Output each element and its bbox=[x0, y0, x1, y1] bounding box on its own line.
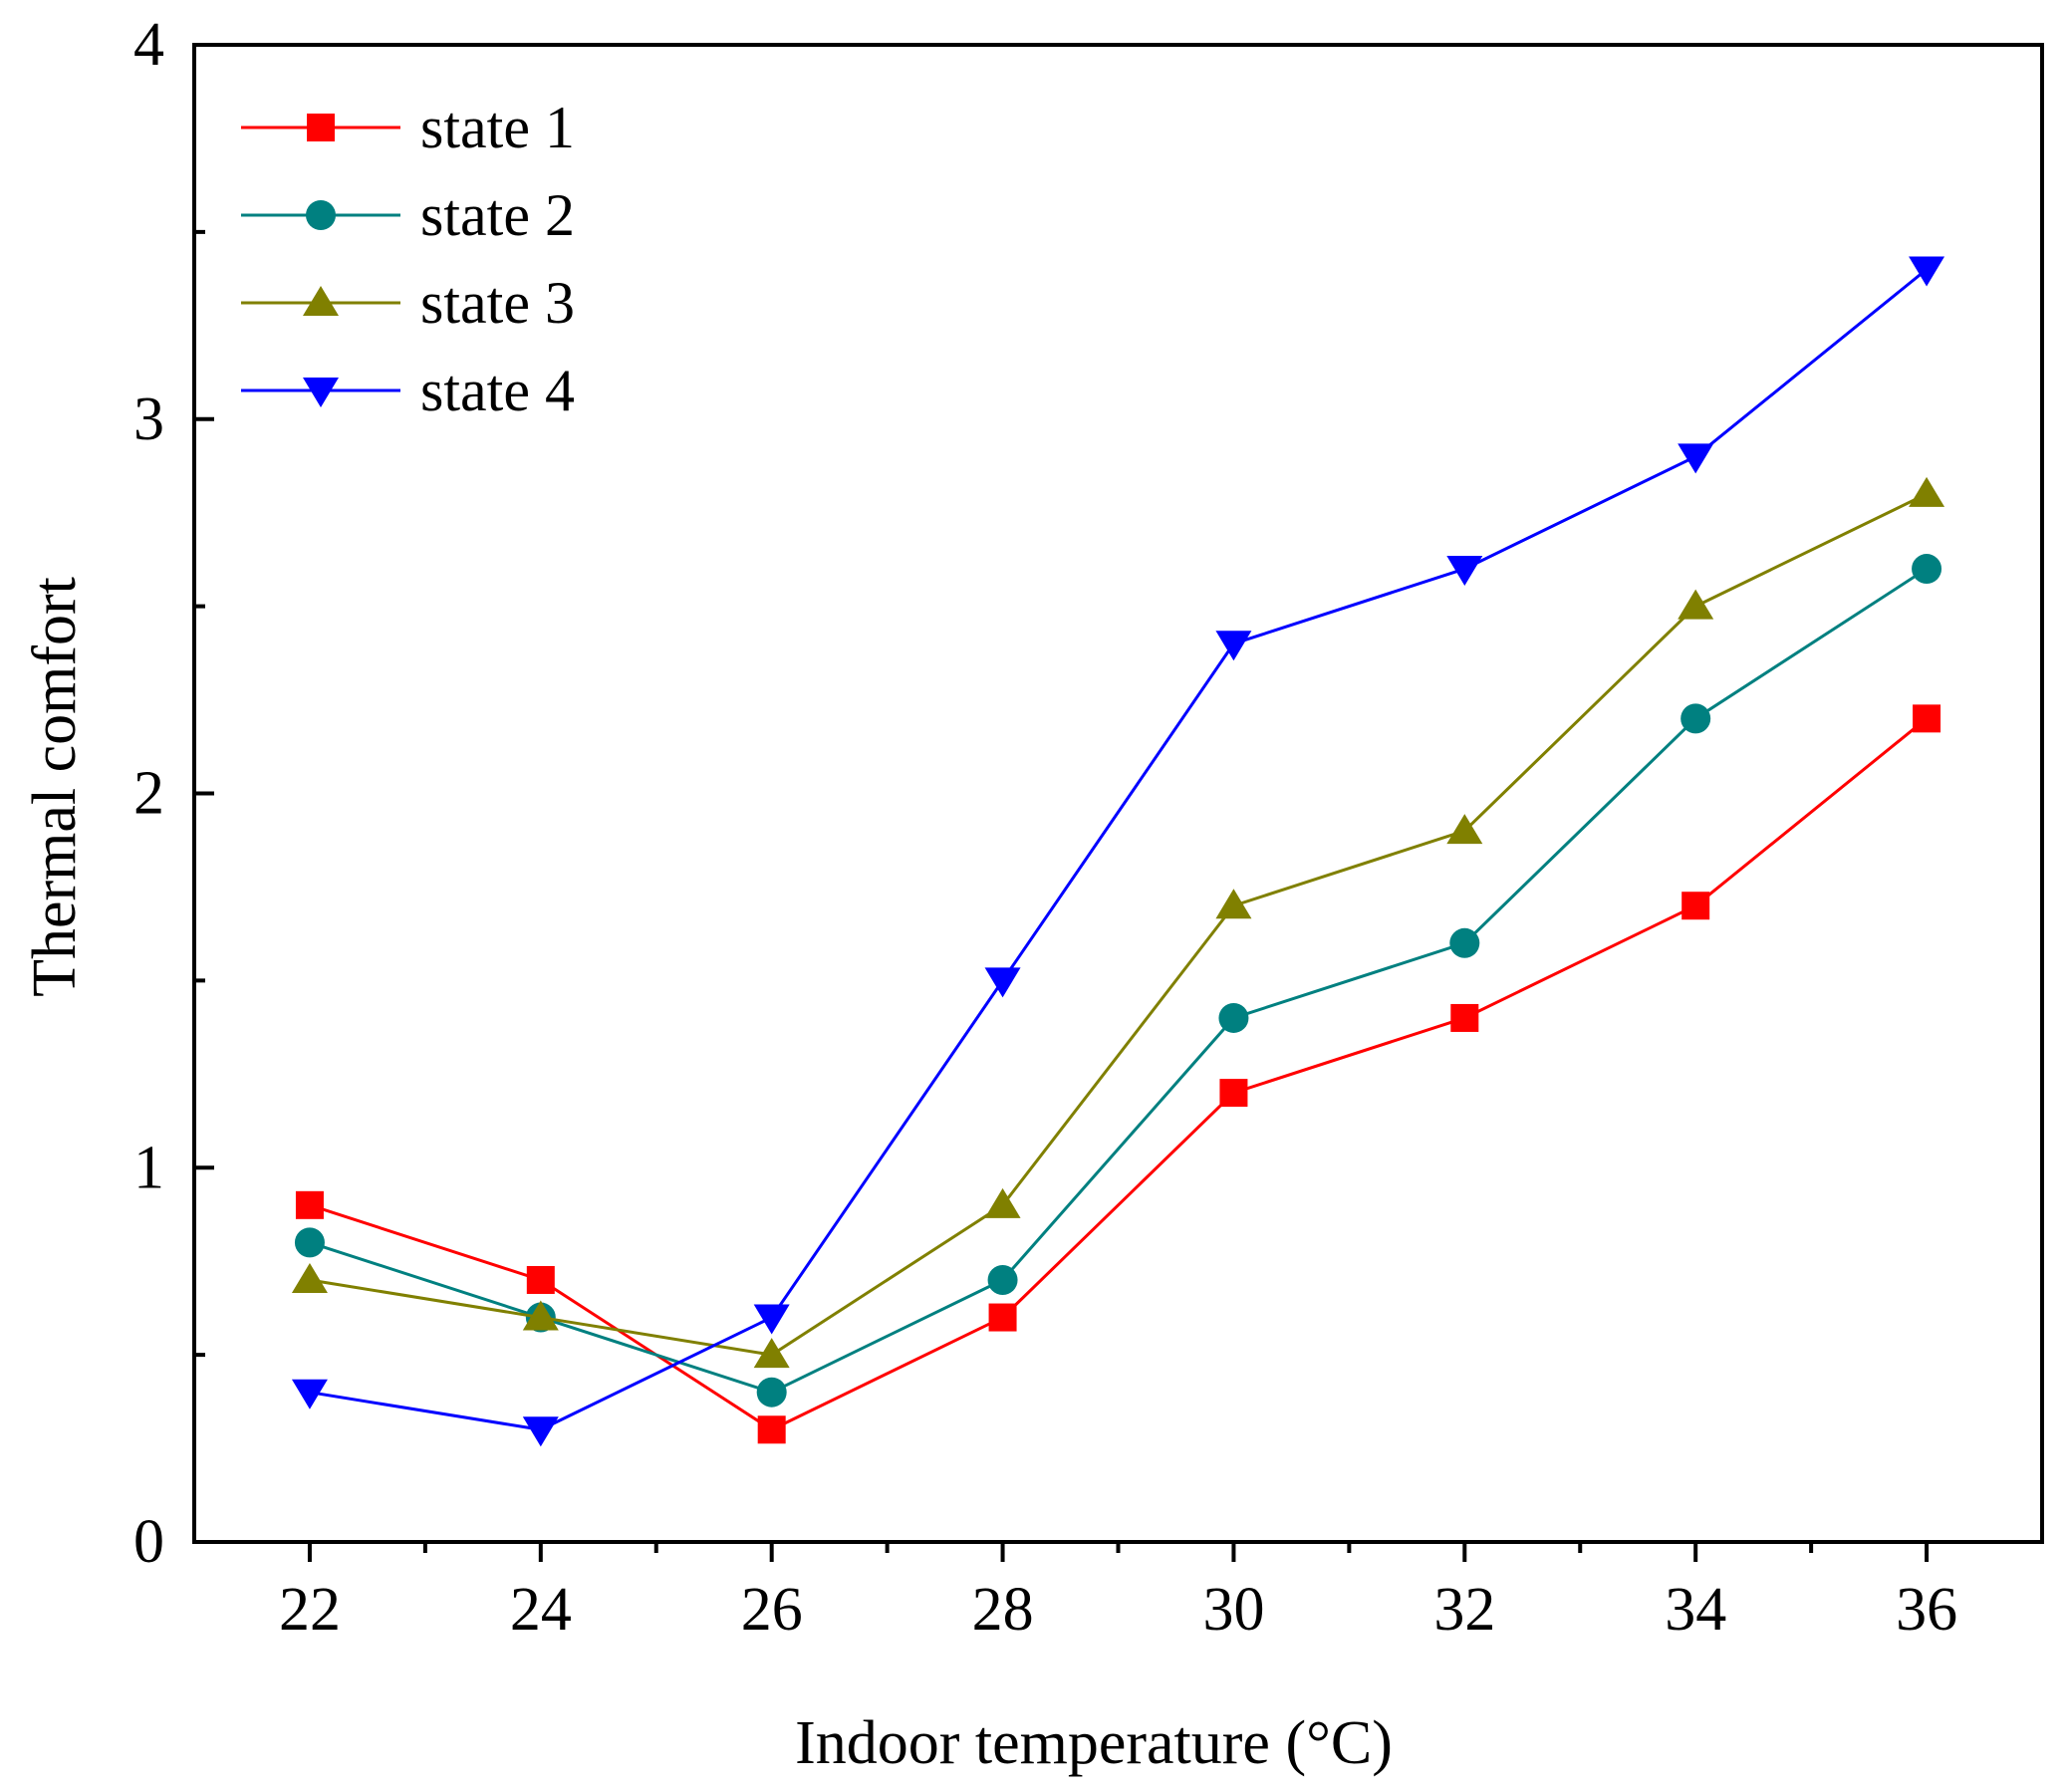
data-point bbox=[753, 1304, 790, 1335]
legend-label: state 1 bbox=[420, 95, 575, 160]
data-point bbox=[294, 1227, 325, 1258]
data-point bbox=[984, 1187, 1021, 1218]
series-4 bbox=[291, 256, 1945, 1447]
legend: state 1 state 2 state 3 state 4 bbox=[241, 95, 575, 423]
legend-marker bbox=[306, 200, 336, 230]
data-point bbox=[1909, 476, 1945, 507]
series-layer bbox=[291, 256, 1945, 1447]
y-axis-ticks: 0 1 2 3 4 bbox=[133, 11, 214, 1576]
series-line bbox=[309, 492, 1928, 1357]
x-tick-label: 34 bbox=[1665, 1576, 1726, 1644]
data-point bbox=[757, 1415, 786, 1444]
x-axis-ticks: 22 24 26 28 30 32 34 36 bbox=[279, 1542, 1957, 1644]
data-point bbox=[1912, 554, 1942, 585]
series-line bbox=[309, 567, 1928, 1395]
legend-label: state 3 bbox=[420, 270, 575, 336]
data-point bbox=[522, 1300, 559, 1331]
data-point bbox=[984, 967, 1021, 998]
y-axis-title: Thermal comfort bbox=[21, 577, 89, 997]
data-point bbox=[1446, 556, 1483, 587]
data-point bbox=[1913, 704, 1941, 733]
legend-item: state 3 bbox=[241, 270, 575, 336]
x-tick-label: 24 bbox=[510, 1576, 572, 1644]
data-point bbox=[1450, 1003, 1479, 1032]
data-point bbox=[295, 1190, 324, 1219]
x-tick-label: 32 bbox=[1433, 1576, 1495, 1644]
data-point bbox=[1219, 1079, 1248, 1108]
data-point bbox=[522, 1416, 559, 1447]
data-point bbox=[291, 1379, 328, 1409]
legend-marker bbox=[303, 286, 339, 316]
series-line bbox=[309, 268, 1929, 1431]
data-point bbox=[1449, 927, 1480, 958]
legend-item: state 4 bbox=[241, 358, 575, 423]
series-3 bbox=[291, 476, 1945, 1369]
data-point bbox=[1681, 892, 1710, 920]
legend-label: state 2 bbox=[420, 182, 575, 248]
y-tick-label: 4 bbox=[133, 11, 164, 79]
y-tick-label: 3 bbox=[133, 385, 164, 453]
series-1 bbox=[295, 704, 1941, 1444]
legend-marker bbox=[307, 114, 335, 141]
data-point bbox=[1446, 814, 1483, 845]
data-point bbox=[1218, 1002, 1249, 1033]
data-point bbox=[1680, 703, 1711, 734]
data-point bbox=[1215, 889, 1252, 919]
data-point bbox=[756, 1377, 787, 1408]
legend-item: state 1 bbox=[241, 95, 575, 160]
data-point bbox=[1215, 631, 1252, 661]
x-tick-label: 28 bbox=[972, 1576, 1034, 1644]
x-tick-label: 30 bbox=[1202, 1576, 1264, 1644]
series-line bbox=[309, 717, 1929, 1431]
x-tick-label: 36 bbox=[1896, 1576, 1957, 1644]
x-tick-label: 22 bbox=[279, 1576, 341, 1644]
data-point bbox=[753, 1338, 790, 1369]
data-point bbox=[1678, 443, 1714, 474]
x-axis-title: Indoor temperature (°C) bbox=[795, 1709, 1393, 1777]
legend-marker bbox=[303, 378, 339, 407]
data-point bbox=[1909, 256, 1945, 287]
data-point bbox=[988, 1303, 1017, 1332]
x-tick-label: 26 bbox=[741, 1576, 803, 1644]
y-tick-label: 2 bbox=[133, 760, 164, 828]
data-point bbox=[291, 1262, 328, 1293]
legend-label: state 4 bbox=[420, 358, 575, 423]
y-tick-label: 1 bbox=[133, 1134, 164, 1201]
legend-item: state 2 bbox=[241, 182, 575, 248]
y-tick-label: 0 bbox=[133, 1508, 164, 1576]
data-point bbox=[526, 1265, 555, 1294]
data-point bbox=[1678, 589, 1714, 620]
data-point bbox=[987, 1264, 1018, 1295]
